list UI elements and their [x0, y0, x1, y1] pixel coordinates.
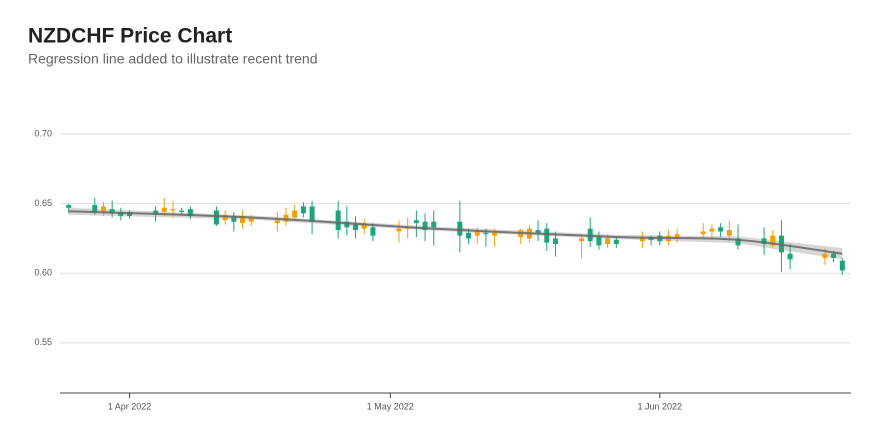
candle-body	[613, 239, 619, 244]
candle-body	[552, 238, 558, 244]
y-tick-label: 0.60	[34, 268, 52, 278]
candle-body	[709, 228, 715, 232]
candle-body	[431, 221, 437, 228]
candle-body	[787, 253, 793, 260]
candle-body	[370, 227, 376, 236]
candle-body	[361, 223, 367, 229]
candle-body	[187, 209, 193, 217]
candle-body	[222, 214, 228, 221]
x-tick-label: 1 Apr 2022	[108, 401, 152, 411]
x-tick-label: 1 Jun 2022	[637, 401, 682, 411]
candle-body	[761, 238, 767, 244]
candle-body	[248, 217, 254, 222]
candle-body	[674, 234, 680, 239]
candle-body	[170, 209, 176, 211]
candle-body	[413, 220, 419, 224]
candle-body	[422, 221, 428, 231]
candle-body	[92, 204, 98, 212]
trend-line	[68, 210, 843, 255]
chart-subtitle: Regression line added to illustrate rece…	[28, 51, 318, 67]
candle-body	[579, 238, 585, 242]
candle-body	[839, 260, 845, 271]
candle-body	[344, 221, 350, 228]
candle-body	[639, 237, 645, 242]
candle-body	[396, 228, 402, 232]
candle-body	[161, 207, 167, 212]
y-tick-label: 0.65	[34, 198, 52, 208]
candle-body	[66, 204, 72, 208]
candle-body	[466, 232, 472, 239]
candle-body	[535, 230, 541, 233]
candle-body	[213, 210, 219, 225]
candle-body	[309, 206, 315, 222]
candle-body	[483, 232, 489, 235]
y-tick-label: 0.70	[34, 128, 52, 138]
candle-body	[335, 210, 341, 231]
candle-body	[153, 210, 159, 214]
candle-body	[726, 230, 732, 236]
candle-body	[353, 224, 359, 231]
y-tick-label: 0.55	[34, 337, 52, 347]
candle-body	[274, 220, 280, 224]
chart-title: NZDCHF Price Chart	[28, 25, 232, 48]
candle-body	[109, 209, 115, 214]
candle-body	[474, 231, 480, 236]
candle-body	[100, 206, 106, 212]
candle-body	[118, 211, 124, 217]
candle-body	[596, 237, 602, 246]
candle-body	[770, 235, 776, 246]
candle-body	[292, 210, 298, 218]
candle-body	[492, 232, 498, 236]
candle-body	[300, 206, 306, 214]
candle-body	[735, 238, 741, 246]
candle-body	[457, 221, 463, 236]
candle-body	[822, 253, 828, 258]
candle-body	[179, 210, 185, 212]
candle-body	[544, 228, 550, 243]
candle-body	[718, 227, 724, 232]
candle-body	[283, 214, 289, 222]
x-tick-label: 1 May 2022	[367, 401, 414, 411]
candle-body	[831, 253, 837, 258]
candle-body	[700, 231, 706, 235]
candle-body	[231, 216, 237, 222]
candle-body	[240, 216, 246, 224]
candle-body	[605, 238, 611, 244]
